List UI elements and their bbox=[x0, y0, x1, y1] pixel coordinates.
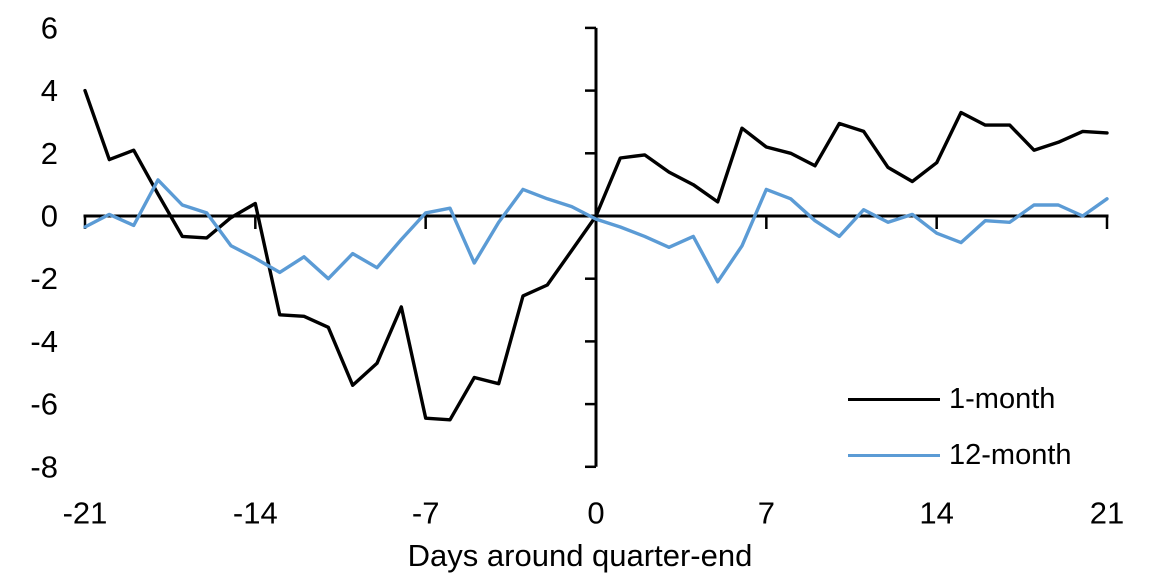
legend-item-12-month: 12-month bbox=[848, 438, 1072, 471]
legend-label-1-month: 1-month bbox=[949, 382, 1056, 415]
x-axis-title: Days around quarter-end bbox=[407, 538, 753, 573]
x-tick-label: 7 bbox=[758, 496, 775, 531]
x-tick-label: -21 bbox=[63, 496, 108, 531]
legend-item-1-month: 1-month bbox=[848, 382, 1072, 415]
legend-swatch-12-month bbox=[848, 453, 940, 457]
y-tick-label: -2 bbox=[30, 261, 58, 296]
x-tick-label: -14 bbox=[233, 496, 278, 531]
x-tick-label: -7 bbox=[412, 496, 440, 531]
legend-label-12-month: 12-month bbox=[949, 438, 1072, 471]
series-line-1-month bbox=[83, 88, 1109, 422]
y-tick-label: 0 bbox=[41, 199, 58, 234]
y-tick-label: 2 bbox=[41, 136, 58, 171]
x-tick-label: 21 bbox=[1090, 496, 1124, 531]
x-tick-label: 0 bbox=[587, 496, 604, 531]
legend: 1-month 12-month bbox=[848, 382, 1072, 496]
series-line-12-month bbox=[83, 178, 1109, 284]
legend-swatch-1-month bbox=[848, 397, 940, 401]
y-tick-label: 6 bbox=[41, 10, 58, 45]
y-tick-label: -4 bbox=[30, 324, 58, 359]
x-tick-label: 14 bbox=[919, 496, 953, 531]
y-tick-label: -6 bbox=[30, 387, 58, 422]
y-tick-label: -8 bbox=[30, 449, 58, 484]
y-tick-label: 4 bbox=[41, 73, 58, 108]
